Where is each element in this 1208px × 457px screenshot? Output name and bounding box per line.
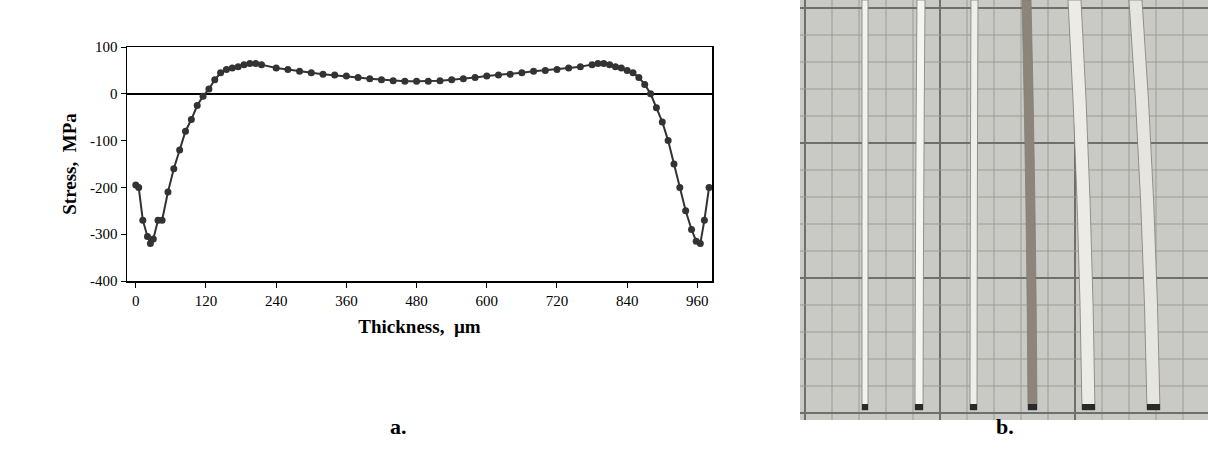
html-text:b.: b. [996, 414, 1014, 439]
svg-text:360: 360 [335, 293, 358, 309]
svg-text:-400: -400 [90, 273, 118, 289]
svg-text:480: 480 [405, 293, 428, 309]
svg-text:Stress, MPa: Stress, MPa [59, 113, 80, 215]
svg-text:240: 240 [265, 293, 288, 309]
svg-text:Thickness, µm: Thickness, µm [358, 316, 481, 337]
svg-text:-200: -200 [90, 180, 118, 196]
svg-text:100: 100 [95, 39, 118, 55]
svg-text:960: 960 [686, 293, 709, 309]
svg-text:0: 0 [132, 293, 140, 309]
svg-text:0: 0 [110, 86, 118, 102]
svg-text:-100: -100 [90, 133, 118, 149]
svg-text:-300: -300 [90, 226, 118, 242]
svg-text:720: 720 [546, 293, 569, 309]
svg-text:840: 840 [616, 293, 639, 309]
html-text:a.: a. [390, 414, 407, 439]
svg-text:600: 600 [476, 293, 499, 309]
svg-text:120: 120 [195, 293, 218, 309]
